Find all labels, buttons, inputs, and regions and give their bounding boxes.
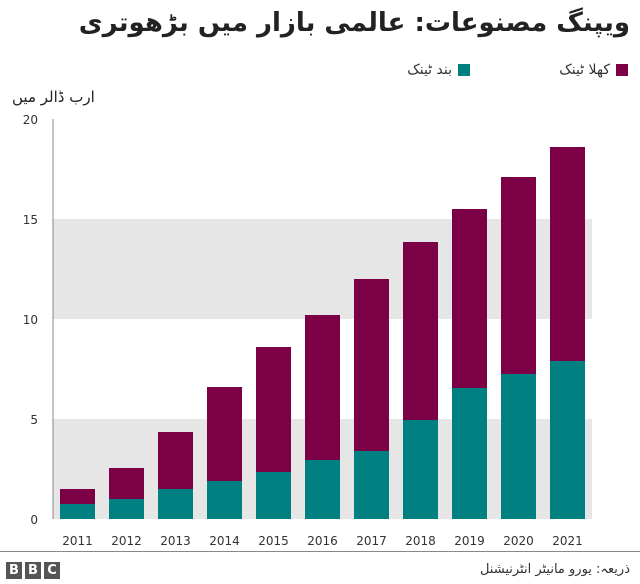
footer-divider: [0, 551, 640, 552]
bar-segment: [501, 177, 536, 374]
bar-segment: [109, 499, 144, 519]
legend-label: بند ٹینک: [407, 62, 452, 78]
x-tick-label: 2019: [454, 534, 485, 548]
bar-segment: [403, 420, 438, 519]
bar-segment: [207, 387, 242, 481]
legend-closed-tank: بند ٹینک: [407, 62, 470, 78]
source-text: ذریعہ: یورو مانیٹر انٹرنیشنل: [479, 562, 630, 577]
x-tick-label: 2015: [258, 534, 289, 548]
bar-segment: [550, 361, 585, 519]
y-tick-label: 0: [30, 513, 38, 527]
y-tick-label: 20: [23, 113, 38, 127]
chart-title: ویپنگ مصنوعات: عالمی بازار میں بڑھوتری: [78, 8, 630, 38]
legend-label: کھلا ٹینک: [559, 62, 610, 78]
bar-segment: [550, 147, 585, 361]
x-tick-label: 2012: [111, 534, 142, 548]
bar-segment: [354, 451, 389, 519]
x-tick-label: 2017: [356, 534, 387, 548]
chart-plot: 0 5 10 15 20 2011 2012 2013 2014 2015 2016 2017 2018…: [23, 113, 592, 548]
bar-segment: [305, 315, 340, 460]
x-tick-label: 2021: [552, 534, 583, 548]
bar-segment: [501, 374, 536, 519]
x-tick-label: 2014: [209, 534, 240, 548]
bar-segment: [109, 468, 144, 499]
legend-swatch: [458, 64, 470, 76]
x-tick-label: 2020: [503, 534, 534, 548]
bar-segment: [452, 388, 487, 519]
y-tick-label: 10: [23, 313, 38, 327]
x-tick-label: 2018: [405, 534, 436, 548]
x-tick-label: 2016: [307, 534, 338, 548]
y-axis-label: ارب ڈالر میں: [12, 88, 95, 106]
bar-segment: [403, 242, 438, 420]
bar-segment: [60, 489, 95, 504]
bar-segment: [256, 347, 291, 472]
bar-segment: [158, 489, 193, 519]
x-tick-label: 2011: [62, 534, 93, 548]
bar-segment: [305, 460, 340, 519]
bar-segment: [158, 432, 193, 489]
y-tick-label: 15: [23, 213, 38, 227]
x-tick-label: 2013: [160, 534, 191, 548]
legend-swatch: [616, 64, 628, 76]
legend-open-tank: کھلا ٹینک: [559, 62, 628, 78]
bar-segment: [60, 504, 95, 519]
bar-segment: [207, 481, 242, 519]
y-tick-label: 5: [30, 413, 38, 427]
bar-segment: [256, 472, 291, 519]
bar-segment: [452, 209, 487, 388]
bar-segment: [354, 279, 389, 451]
